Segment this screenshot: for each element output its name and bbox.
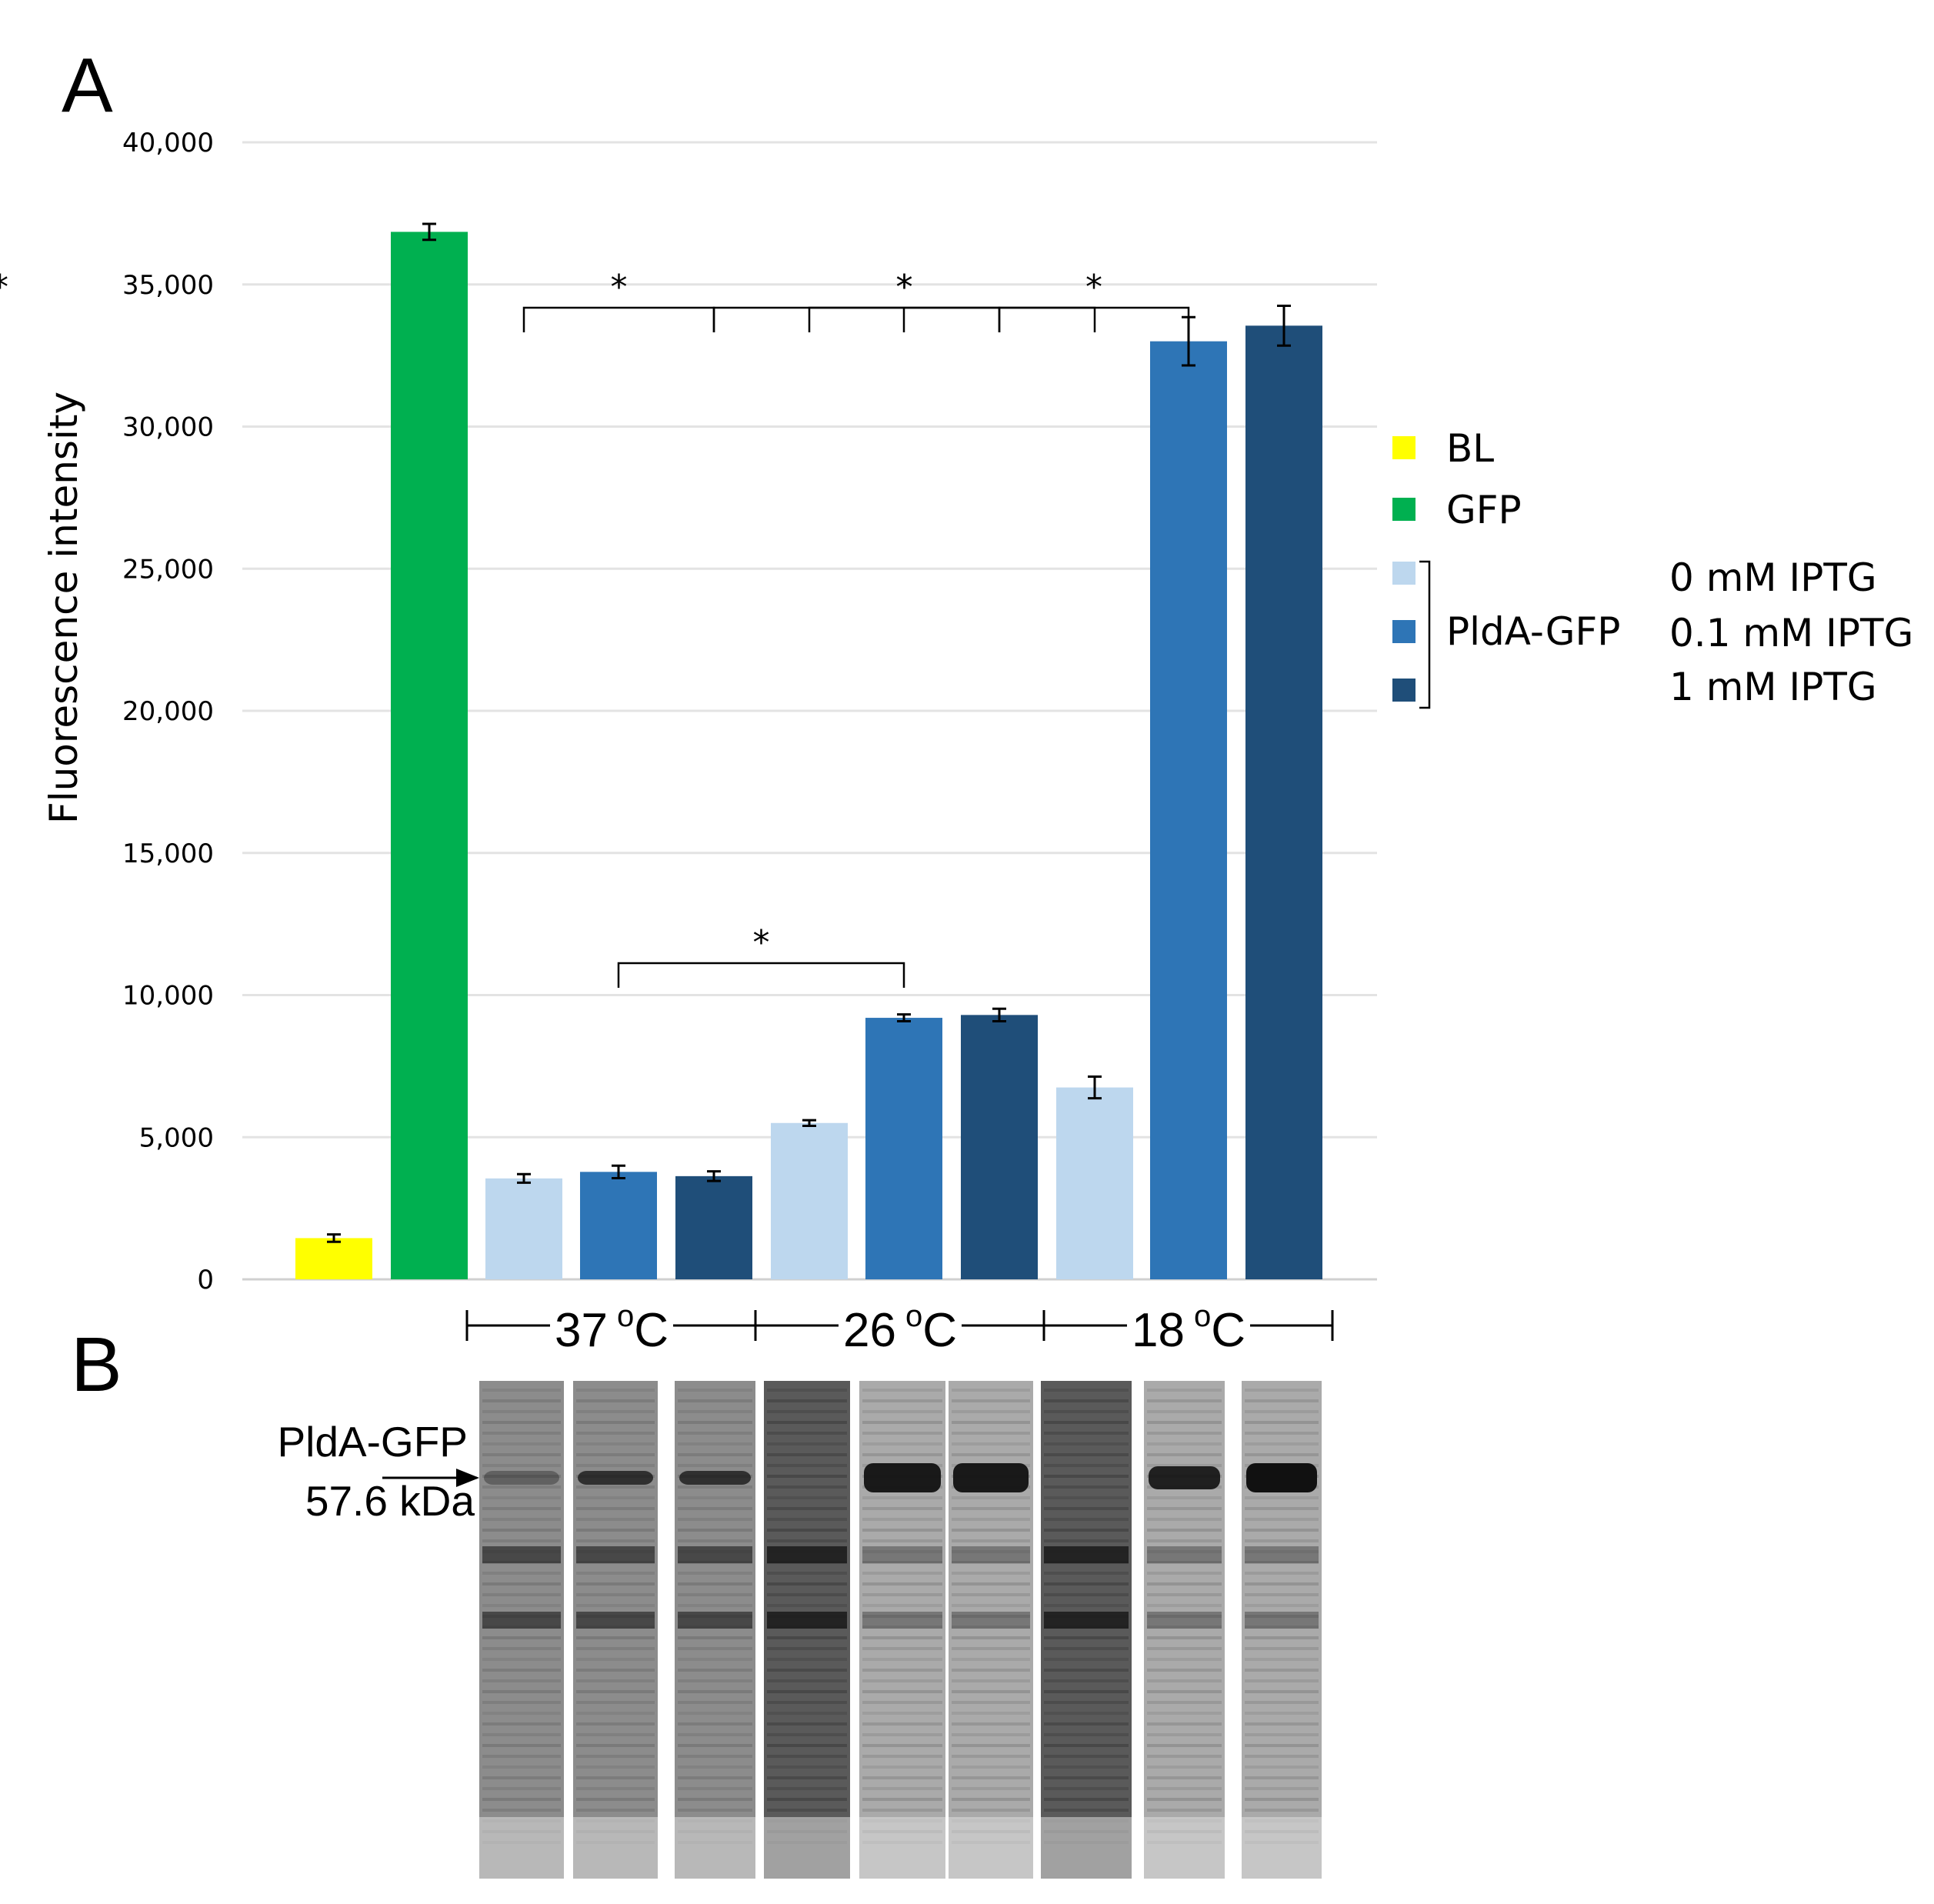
bar xyxy=(771,1122,848,1279)
error-bar xyxy=(802,1119,816,1127)
bar xyxy=(295,1238,372,1279)
significance-star: * xyxy=(1085,268,1102,307)
significance-star: * xyxy=(896,268,913,307)
gel-lane xyxy=(949,1381,1033,1879)
legend-swatch-pldagfp-1 xyxy=(1392,679,1415,702)
significance-brackets: ****** xyxy=(0,268,1190,988)
temp-label-18: 18 oC xyxy=(1132,1299,1245,1357)
y-tick-label: 25,000 xyxy=(122,554,214,585)
error-bar xyxy=(612,1164,625,1179)
error-bar xyxy=(1277,304,1291,347)
temp-label-26: 26 oC xyxy=(843,1299,957,1357)
significance-star: * xyxy=(0,268,8,307)
sds-page-gel xyxy=(479,1381,1322,1879)
bar xyxy=(391,232,468,1280)
y-tick-label: 15,000 xyxy=(122,839,214,869)
legend-iptg-1: 1 mM IPTG xyxy=(1669,665,1877,709)
legend-label-pldagfp: PldA-GFP xyxy=(1446,609,1620,654)
significance-bracket: * xyxy=(522,268,715,332)
bar xyxy=(485,1178,562,1279)
significance-bracket: * xyxy=(617,923,905,988)
error-bar xyxy=(327,1233,341,1243)
y-tick-label: 0 xyxy=(197,1265,214,1295)
bar xyxy=(961,1015,1038,1279)
significance-star: * xyxy=(611,268,628,307)
gel-lane xyxy=(479,1381,564,1879)
bar xyxy=(1056,1087,1133,1279)
gel-band xyxy=(484,1471,559,1485)
gel-lane xyxy=(573,1381,658,1879)
panel-b-label: B xyxy=(71,1322,122,1408)
bar-series xyxy=(295,232,1322,1280)
panel-a-label: A xyxy=(62,42,113,128)
y-axis-tick-labels: 0 5,000 10,000 15,000 20,000 25,000 30,000 35,0… xyxy=(122,128,214,1295)
gel-lane xyxy=(1242,1381,1322,1879)
legend-iptg-0: 0 mM IPTG xyxy=(1669,555,1877,600)
gel-band-label: PldA-GFP xyxy=(277,1418,468,1466)
gel-lane xyxy=(764,1381,850,1879)
significance-star: * xyxy=(896,268,913,307)
legend-label-gfp: GFP xyxy=(1446,488,1522,532)
bar xyxy=(675,1175,752,1279)
y-tick-label: 10,000 xyxy=(122,981,214,1012)
error-bar xyxy=(517,1172,531,1184)
gel-band xyxy=(864,1463,941,1492)
gel-band xyxy=(1246,1463,1317,1492)
legend-swatch-bl xyxy=(1392,436,1415,459)
legend-swatch-pldagfp-0 xyxy=(1392,562,1415,585)
error-bars xyxy=(327,222,1291,1243)
gel-band xyxy=(679,1471,751,1485)
gel-lane xyxy=(675,1381,755,1879)
legend-swatch-pldagfp-01 xyxy=(1392,620,1415,643)
y-tick-label: 5,000 xyxy=(139,1122,214,1153)
significance-star: * xyxy=(753,923,770,962)
y-tick-label: 40,000 xyxy=(122,128,214,158)
significance-bracket: * xyxy=(808,268,1001,332)
gel-band xyxy=(578,1471,653,1485)
legend-iptg-01: 0.1 mM IPTG xyxy=(1669,611,1913,655)
error-bar xyxy=(422,222,436,242)
significance-bracket: * xyxy=(0,268,905,332)
bar xyxy=(1245,325,1322,1279)
error-bar xyxy=(897,1013,911,1022)
error-bar xyxy=(1088,1075,1102,1100)
error-bar xyxy=(707,1170,721,1182)
gel-lane xyxy=(1041,1381,1132,1879)
bar xyxy=(1150,341,1227,1279)
y-tick-label: 30,000 xyxy=(122,412,214,443)
error-bar xyxy=(992,1007,1006,1022)
y-tick-label: 20,000 xyxy=(122,696,214,727)
legend-swatch-gfp xyxy=(1392,498,1415,521)
legend: BL GFP PldA-GFP 0 mM IPTG 0.1 mM IPTG 1 … xyxy=(1392,426,1913,709)
gel-band xyxy=(953,1463,1029,1492)
gel-lane xyxy=(859,1381,945,1879)
temp-label-37: 37 oC xyxy=(555,1299,669,1357)
temperature-axis: 37 oC 26 oC 18 oC xyxy=(465,1299,1334,1357)
bar xyxy=(580,1172,657,1279)
gel-band xyxy=(1149,1466,1220,1489)
legend-bracket xyxy=(1419,560,1431,709)
y-axis-label: Fluorescence intensity xyxy=(42,392,86,824)
y-tick-label: 35,000 xyxy=(122,270,214,301)
gel-size-label: 57.6 kDa xyxy=(305,1477,475,1525)
bar xyxy=(865,1018,942,1279)
legend-label-bl: BL xyxy=(1446,426,1494,471)
gel-lane xyxy=(1144,1381,1225,1879)
